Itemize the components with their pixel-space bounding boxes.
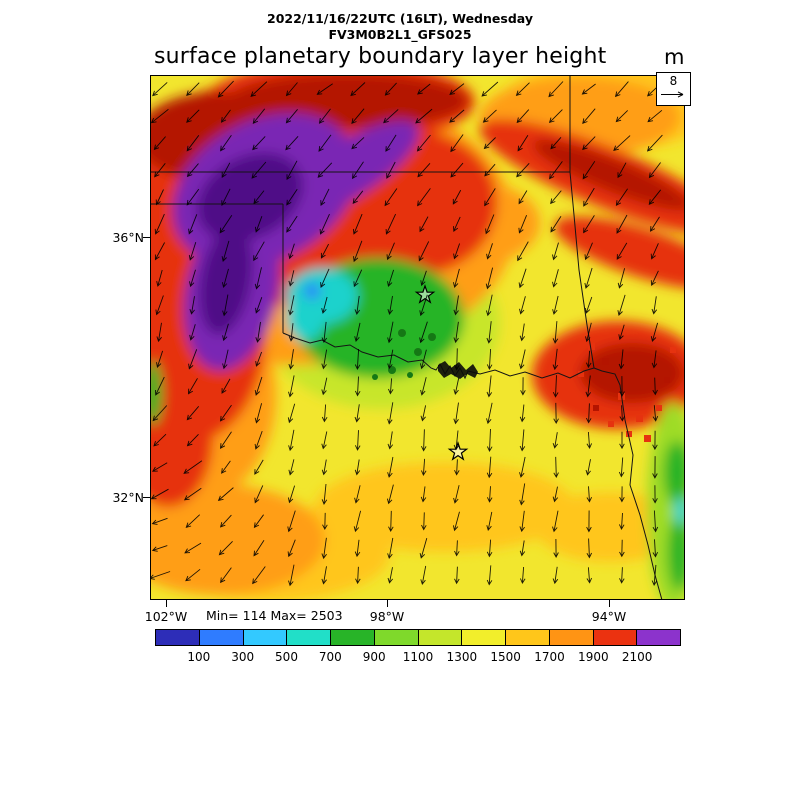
- colorbar-tick-label: 1700: [534, 650, 565, 664]
- colorbar-segment: [243, 630, 288, 645]
- header-datetime: 2022/11/16/22UTC (16LT), Wednesday: [267, 11, 533, 26]
- colorbar-tick-label: 1100: [402, 650, 434, 664]
- colorbar-segment: [374, 630, 419, 645]
- units-label: m: [664, 45, 685, 69]
- min-max-stats: Min= 114 Max= 2503: [206, 608, 343, 623]
- colorbar-tick-label: 900: [362, 650, 386, 664]
- page-title: surface planetary boundary layer height: [154, 44, 607, 69]
- map-plot: [150, 75, 685, 600]
- colorbar-tick-label: 1900: [578, 650, 609, 664]
- colorbar-tick-label: 700: [318, 650, 342, 664]
- colorbar-segment: [593, 630, 638, 645]
- colorbar: [155, 629, 681, 646]
- colorbar-tick-label: 1500: [490, 650, 521, 664]
- colorbar-segment: [199, 630, 244, 645]
- wind-reference-box: 8: [656, 72, 691, 106]
- lon-tick: [387, 600, 388, 607]
- colorbar-segment: [287, 630, 331, 645]
- colorbar-segment: [506, 630, 550, 645]
- colorbar-tick-label: 100: [187, 650, 211, 664]
- lon-tick: [166, 600, 167, 607]
- colorbar-tick-label: 300: [231, 650, 255, 664]
- lat-tick: [143, 497, 150, 498]
- state-borders: [150, 75, 663, 600]
- lake-feature: [438, 361, 478, 379]
- city-star-marker: [414, 284, 436, 304]
- wind-vector-field: [150, 80, 663, 587]
- colorbar-tick-label: 1300: [446, 650, 478, 664]
- wind-reference-value: 8: [669, 74, 678, 88]
- lat-tick: [143, 237, 150, 238]
- pbl-height-field: [150, 75, 685, 600]
- colorbar-segment: [156, 630, 200, 645]
- lat-label-36n: 36°N: [112, 230, 144, 245]
- lon-tick: [609, 600, 610, 607]
- lon-label-102w: 102°W: [144, 609, 188, 624]
- wind-reference-arrow-icon: [661, 91, 684, 98]
- lat-label-32n: 32°N: [112, 490, 144, 505]
- lon-label-98w: 98°W: [369, 609, 405, 624]
- header-model: FV3M0B2L1_GFS025: [328, 27, 472, 42]
- lon-label-94w: 94°W: [591, 609, 627, 624]
- colorbar-segment: [418, 630, 463, 645]
- city-star-markers: [414, 284, 469, 461]
- colorbar-tick-label: 500: [275, 650, 298, 664]
- colorbar-segment: [462, 630, 506, 645]
- colorbar-segment: [637, 630, 680, 645]
- colorbar-tick-label: 2100: [621, 650, 653, 664]
- colorbar-segment: [549, 630, 594, 645]
- colorbar-labels: 100 300 500 700 900 1100 1300 1500 1700 1900 2100: [155, 650, 681, 666]
- colorbar-segment: [331, 630, 375, 645]
- city-star-marker: [447, 441, 469, 461]
- map-frame: [150, 75, 685, 600]
